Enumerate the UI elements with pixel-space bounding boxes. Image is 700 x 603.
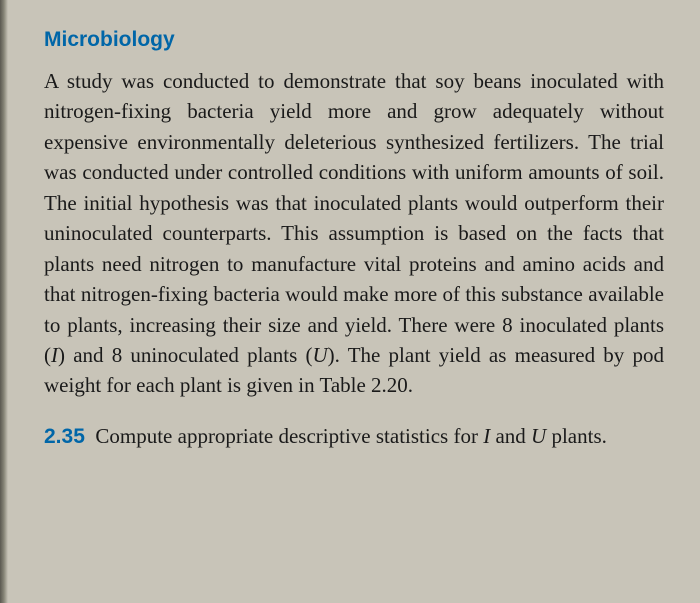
question-block: 2.35 Compute appropriate descriptive sta… xyxy=(44,421,664,452)
body-paragraph: A study was conducted to demonstrate tha… xyxy=(44,66,664,401)
question-italic-U: U xyxy=(531,424,546,448)
question-text-1: Compute appropriate descriptive statisti… xyxy=(95,424,483,448)
page-edge-shadow xyxy=(0,0,8,603)
question-text-3: plants. xyxy=(546,424,607,448)
question-number: 2.35 xyxy=(44,425,85,448)
question-text-2: and xyxy=(490,424,531,448)
italic-U: U xyxy=(312,343,327,367)
italic-I: I xyxy=(51,343,58,367)
section-title: Microbiology xyxy=(44,28,664,52)
